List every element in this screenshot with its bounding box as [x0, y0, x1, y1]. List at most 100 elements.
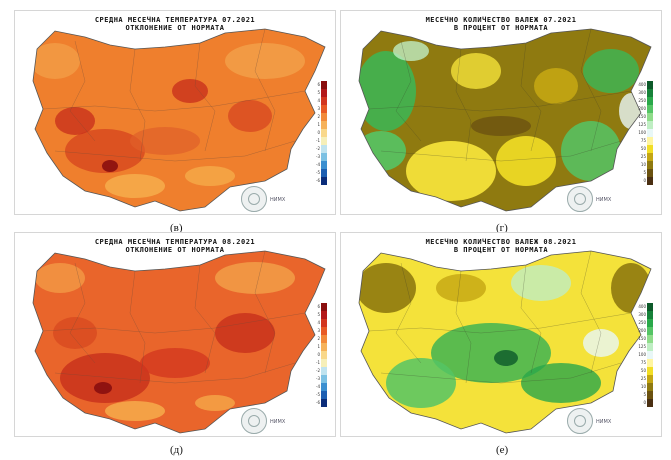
legend-labels: 6 5 4 3 2 1 0 -1 -2 -3 -4 -5 -6	[316, 303, 320, 407]
legend-swatch	[321, 145, 327, 153]
legend-swatch	[647, 89, 653, 97]
logo-text: НИМХ	[270, 197, 286, 203]
legend-label: 6	[317, 304, 320, 309]
legend-label: 2	[317, 336, 320, 341]
map-panel-precip-07: МЕСЕЧНО КОЛИЧЕСТВО ВАЛЕЖ 07.2021 В ПРОЦЕ…	[340, 10, 662, 215]
legend-label: 0	[643, 178, 646, 183]
caption-v: (в)	[170, 222, 183, 234]
legend-swatch	[647, 129, 653, 137]
legend-swatch	[321, 311, 327, 319]
legend-swatch	[321, 97, 327, 105]
legend-swatch	[647, 113, 653, 121]
legend-swatch	[321, 121, 327, 129]
panel-subtitle: В ПРОЦЕНТ ОТ НОРМАТА	[453, 24, 549, 32]
nimh-logo-icon	[567, 186, 593, 212]
legend-label: 10	[640, 384, 646, 389]
legend-label: 5	[643, 392, 646, 397]
legend-swatch	[647, 343, 653, 351]
legend-swatch	[647, 137, 653, 145]
legend-swatch	[647, 121, 653, 129]
legend-labels: 400 300 250 200 150 125 100 75 50 25 10 5 0	[638, 303, 646, 407]
legend-label: 100	[638, 352, 646, 357]
legend-label: 400	[638, 82, 646, 87]
legend-swatch	[647, 303, 653, 311]
panel-title: МЕСЕЧНО КОЛИЧЕСТВО ВАЛЕЖ 07.2021	[425, 16, 577, 24]
legend-swatch	[647, 161, 653, 169]
legend-swatch	[321, 81, 327, 89]
legend-label: 100	[638, 130, 646, 135]
legend-swatch	[321, 319, 327, 327]
panel-subtitle: ОТКЛОНЕНИЕ ОТ НОРМАТА	[125, 246, 225, 254]
legend-swatch	[647, 169, 653, 177]
legend-label: -6	[316, 178, 320, 183]
legend-label: 3	[317, 328, 320, 333]
legend-swatch	[647, 97, 653, 105]
legend-swatch	[647, 81, 653, 89]
precipitation-map-07	[358, 28, 652, 212]
panel-title: МЕСЕЧНО КОЛИЧЕСТВО ВАЛЕЖ 08.2021	[425, 238, 577, 246]
legend-swatch	[647, 391, 653, 399]
legend-swatch	[321, 161, 327, 169]
legend-label: 50	[640, 368, 646, 373]
logo-text: НИМХ	[596, 197, 612, 203]
legend-label: 0	[643, 400, 646, 405]
legend-label: 0	[317, 352, 320, 357]
legend-label: 4	[317, 98, 320, 103]
legend-label: 6	[317, 82, 320, 87]
legend-label: 125	[638, 344, 646, 349]
legend-swatch	[647, 383, 653, 391]
legend-swatch	[647, 311, 653, 319]
legend-label: 25	[640, 376, 646, 381]
map-panel-temp-08: СРЕДНА МЕСЕЧНА ТЕМПЕРАТУРА 08.2021 ОТКЛО…	[14, 232, 336, 437]
legend-label: -1	[316, 360, 320, 365]
legend-label: 5	[317, 90, 320, 95]
legend-label: 250	[638, 98, 646, 103]
legend-label: -5	[316, 392, 320, 397]
legend-label: 250	[638, 320, 646, 325]
legend-swatch	[321, 169, 327, 177]
legend-swatch	[321, 177, 327, 185]
legend-swatch	[321, 343, 327, 351]
logo-text: НИМХ	[270, 419, 286, 425]
legend-label: -4	[316, 162, 320, 167]
legend-swatch	[647, 359, 653, 367]
legend-swatch	[647, 105, 653, 113]
nimh-logo-icon	[241, 186, 267, 212]
legend-swatch	[321, 153, 327, 161]
legend-swatch	[321, 391, 327, 399]
legend-label: 300	[638, 90, 646, 95]
legend-swatch	[321, 351, 327, 359]
legend-swatch	[321, 367, 327, 375]
legend-swatch	[647, 367, 653, 375]
legend-swatch	[321, 383, 327, 391]
panel-subtitle: ОТКЛОНЕНИЕ ОТ НОРМАТА	[125, 24, 225, 32]
legend-label: 4	[317, 320, 320, 325]
precipitation-legend	[647, 81, 655, 185]
legend-label: 10	[640, 162, 646, 167]
panel-title: СРЕДНА МЕСЕЧНА ТЕМПЕРАТУРА 07.2021	[94, 16, 256, 24]
legend-label: 150	[638, 114, 646, 119]
legend-label: -2	[316, 146, 320, 151]
precipitation-map-08	[358, 250, 652, 434]
legend-label: 200	[638, 106, 646, 111]
logo-text: НИМХ	[596, 419, 612, 425]
legend-swatch	[321, 137, 327, 145]
legend-label: -3	[316, 376, 320, 381]
temperature-map-08	[32, 250, 326, 434]
legend-label: 5	[643, 170, 646, 175]
legend-swatch	[647, 319, 653, 327]
legend-swatch	[321, 359, 327, 367]
legend-swatch	[647, 399, 653, 407]
temperature-legend	[321, 303, 329, 407]
temperature-map-07	[32, 28, 326, 212]
legend-label: 1	[317, 122, 320, 127]
legend-swatch	[647, 351, 653, 359]
legend-swatch	[321, 113, 327, 121]
legend-labels: 6 5 4 3 2 1 0 -1 -2 -3 -4 -5 -6	[316, 81, 320, 185]
legend-label: 5	[317, 312, 320, 317]
caption-d: (д)	[170, 444, 183, 456]
map-panel-precip-08: МЕСЕЧНО КОЛИЧЕСТВО ВАЛЕЖ 08.2021 В ПРОЦЕ…	[340, 232, 662, 437]
legend-swatch	[321, 105, 327, 113]
legend-swatch	[321, 327, 327, 335]
caption-e: (е)	[496, 444, 509, 456]
